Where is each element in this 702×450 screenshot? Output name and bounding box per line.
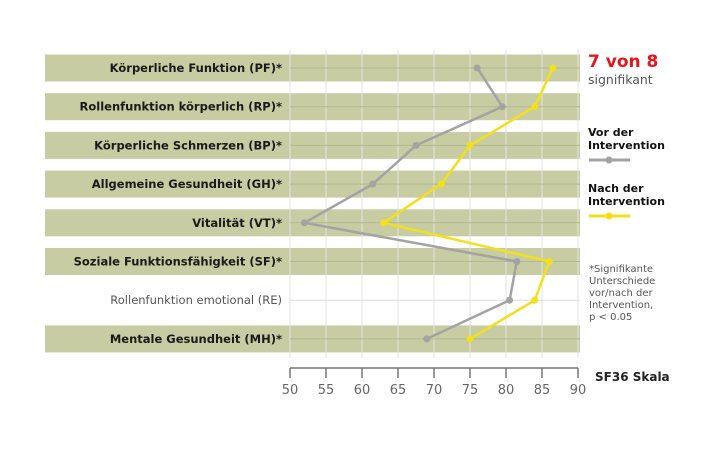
series-line xyxy=(382,67,554,340)
category-label: Körperliche Schmerzen (BP)* xyxy=(94,138,282,152)
category-label: Soziale Funktionsfähigkeit (SF)* xyxy=(74,255,282,269)
data-series xyxy=(300,64,557,343)
footnote-line: Intervention, xyxy=(589,300,653,311)
x-tick-label: 70 xyxy=(426,383,443,398)
legend-after-line2: Intervention xyxy=(588,195,665,208)
category-label: Mentale Gesundheit (MH)* xyxy=(110,332,282,346)
data-point xyxy=(498,103,506,111)
data-point xyxy=(473,64,481,72)
category-labels: Körperliche Funktion (PF)* Rollenfunktion… xyxy=(74,61,282,346)
footnote-line: Unterschiede xyxy=(589,276,655,287)
category-label: Körperliche Funktion (PF)* xyxy=(110,61,282,75)
category-label: Allgemeine Gesundheit (GH)* xyxy=(92,177,282,191)
data-point xyxy=(513,258,521,265)
legend-after-line1: Nach der xyxy=(588,182,644,195)
category-label: Vitalität (VT)* xyxy=(192,216,282,230)
data-point xyxy=(380,219,388,227)
x-tick-label: 90 xyxy=(570,383,587,398)
x-axis-title: SF36 Skala xyxy=(595,370,670,384)
data-point xyxy=(423,335,431,343)
x-tick-label: 85 xyxy=(534,383,551,398)
data-point xyxy=(369,180,377,188)
x-tick-label: 65 xyxy=(390,383,407,398)
legend-before-swatch xyxy=(589,156,630,164)
data-point xyxy=(300,219,308,227)
data-point xyxy=(531,103,539,111)
legend-before-line1: Vor der xyxy=(588,126,634,139)
footnote-line: *Signifikante xyxy=(589,264,653,275)
legend: 7 von 8 signifikant Vor der Intervention… xyxy=(588,52,665,323)
data-point xyxy=(545,258,553,265)
x-tick-label: 60 xyxy=(354,383,371,398)
data-point xyxy=(549,64,557,72)
legend-before-line2: Intervention xyxy=(588,139,665,152)
x-axis: 50 55 60 65 70 75 80 85 90 xyxy=(282,367,587,398)
x-tick-label: 80 xyxy=(498,383,515,398)
category-label: Rollenfunktion emotional (RE) xyxy=(110,293,282,307)
summary-headline: 7 von 8 xyxy=(588,52,658,72)
data-point xyxy=(466,335,474,343)
category-label: Rollenfunktion körperlich (RP)* xyxy=(80,100,283,114)
data-point xyxy=(437,180,445,188)
legend-after-swatch xyxy=(589,212,630,220)
x-tick-label: 50 xyxy=(282,383,299,398)
footnote-line: p < 0.05 xyxy=(589,312,632,323)
x-tick-label: 75 xyxy=(462,383,479,398)
series-line xyxy=(303,67,519,341)
data-point xyxy=(531,296,539,304)
data-point xyxy=(506,296,514,304)
x-tick-label: 55 xyxy=(318,383,335,398)
data-point xyxy=(412,141,420,149)
grid-lines xyxy=(289,50,580,358)
summary-subline: signifikant xyxy=(588,72,653,87)
footnote-line: vor/nach der xyxy=(589,288,653,299)
data-point xyxy=(466,141,474,149)
